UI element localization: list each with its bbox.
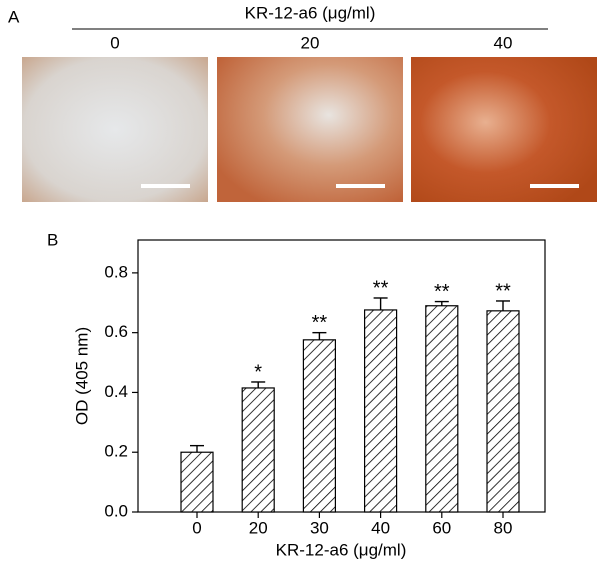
error-bar (251, 381, 266, 388)
significance-mark: * (254, 361, 262, 383)
micrograph (411, 57, 597, 202)
image-label: 0 (110, 33, 119, 52)
significance-mark: ** (495, 280, 511, 302)
micrograph (217, 57, 403, 202)
error-bar (496, 300, 510, 311)
x-tick-label: 60 (432, 518, 451, 537)
x-tick-label: 80 (494, 518, 513, 537)
error-bar (434, 300, 449, 306)
bar (302, 339, 336, 513)
significance-mark: ** (434, 281, 450, 303)
y-tick-label: 0.0 (104, 501, 128, 520)
panel-label: A (8, 7, 20, 26)
y-tick-label: 0.4 (104, 382, 128, 401)
error-bar (312, 331, 327, 340)
x-tick-label: 30 (310, 518, 329, 537)
significance-mark: ** (312, 312, 328, 334)
panel-label: B (47, 230, 58, 249)
bar (364, 309, 398, 513)
error-bar (373, 297, 388, 310)
y-tick-label: 0.8 (104, 262, 128, 281)
plot-frame (137, 239, 546, 513)
micrograph (22, 57, 208, 202)
x-tick-label: 40 (371, 518, 390, 537)
bar (241, 387, 275, 513)
x-tick-label: 0 (192, 518, 201, 537)
x-axis-label: KR-12-a6 (μg/ml) (276, 540, 407, 559)
bar (486, 310, 520, 513)
bar (425, 305, 459, 513)
y-axis-label: OD (405 nm) (72, 327, 91, 425)
x-tick-label: 20 (249, 518, 268, 537)
error-bar (190, 444, 204, 453)
panel-title: KR-12-a6 (μg/ml) (245, 3, 376, 22)
bar (180, 451, 214, 513)
significance-mark: ** (373, 277, 389, 299)
y-tick-label: 0.6 (104, 322, 128, 341)
image-label: 20 (301, 33, 320, 52)
image-label: 40 (494, 33, 513, 52)
y-tick-label: 0.2 (104, 442, 128, 461)
